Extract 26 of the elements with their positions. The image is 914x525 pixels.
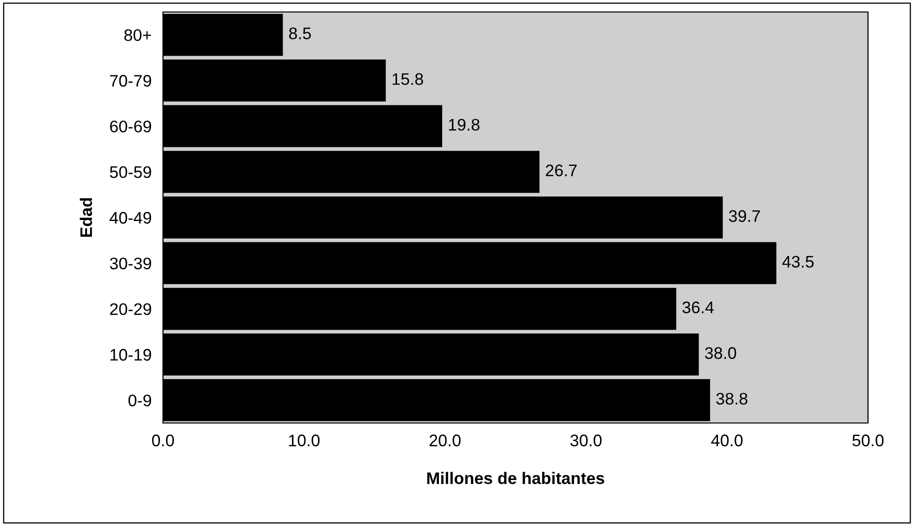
x-tick-label: 20.0: [430, 434, 461, 446]
data-label: 15.8: [392, 73, 424, 85]
data-label: 19.8: [449, 118, 480, 131]
data-label: 8.5: [289, 28, 311, 40]
x-tick-label: 30.0: [570, 434, 602, 446]
data-label: 39.7: [728, 210, 760, 222]
x-axis-title: Millones de habitantes: [427, 472, 604, 484]
x-tick-label: 0.0: [152, 434, 174, 446]
data-label: 43.5: [782, 256, 814, 268]
y-tick-label: 40-49: [110, 212, 152, 224]
data-label: 26.7: [546, 164, 577, 176]
y-tick-label: 30-39: [110, 258, 152, 270]
y-tick-label: 10-19: [110, 348, 152, 361]
y-axis-title: Edad: [80, 198, 92, 237]
y-tick-label: 60-69: [110, 120, 152, 132]
data-label: 38.0: [704, 347, 736, 359]
x-tick-label: 40.0: [711, 434, 743, 446]
y-tick-label: 50-59: [110, 166, 152, 178]
data-label: 38.8: [716, 392, 748, 405]
x-tick-label: 10.0: [289, 434, 320, 446]
y-tick-label: 70-79: [110, 74, 152, 87]
x-tick-label: 50.0: [852, 434, 884, 446]
y-tick-label: 0-9: [128, 394, 152, 406]
data-label: 36.4: [682, 302, 714, 314]
y-tick-label: 80+: [124, 29, 152, 42]
y-tick-label: 20-29: [110, 303, 152, 316]
